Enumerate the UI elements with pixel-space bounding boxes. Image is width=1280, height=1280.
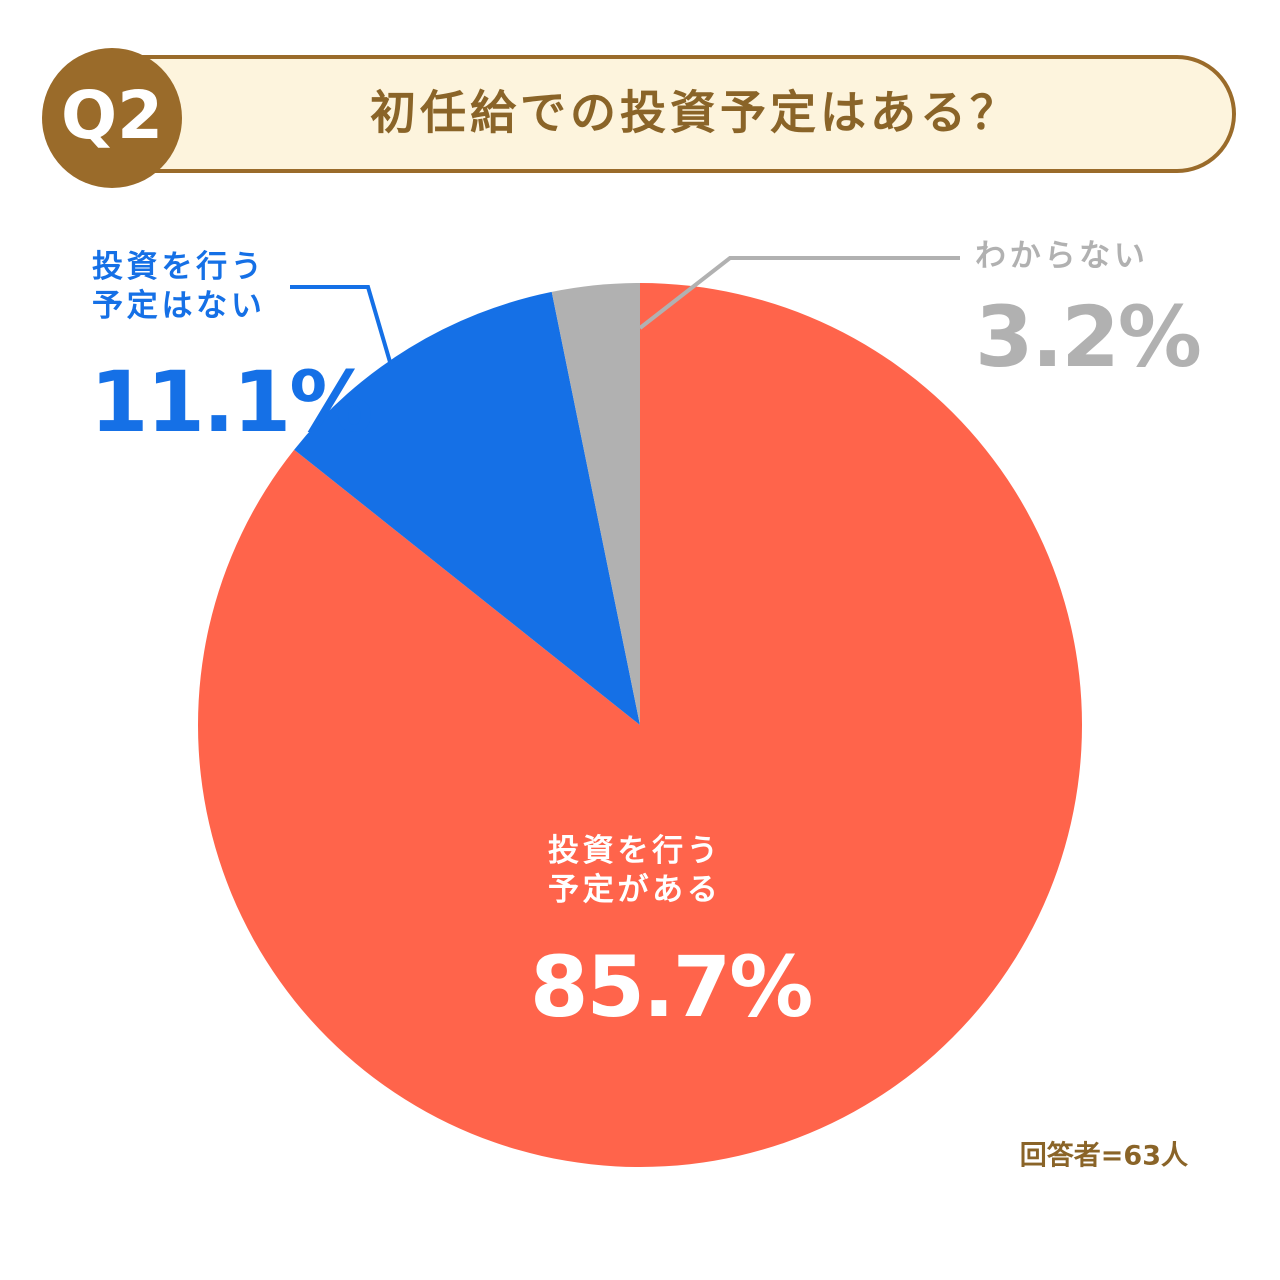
slice-label: 投資を行う予定はない xyxy=(92,249,266,324)
value-label: 11.1% xyxy=(90,353,373,451)
badge xyxy=(42,48,182,188)
pie xyxy=(198,283,1083,1168)
leader-line xyxy=(638,256,960,330)
note: 回答者=63人 xyxy=(1020,1140,1188,1172)
badge-text: Q2 xyxy=(61,77,163,154)
chart-title: 初任給での投資予定はある？ xyxy=(370,86,1020,140)
value-label: 85.7% xyxy=(530,938,813,1036)
pie-slice xyxy=(198,283,1083,1168)
pie-slice xyxy=(294,291,640,725)
slice-label: 投資を行う予定がある xyxy=(548,833,722,908)
leader-line xyxy=(290,285,392,363)
pie-slice xyxy=(551,283,640,725)
value-label: 3.2% xyxy=(975,288,1202,386)
slice-label: わからない xyxy=(975,238,1149,274)
